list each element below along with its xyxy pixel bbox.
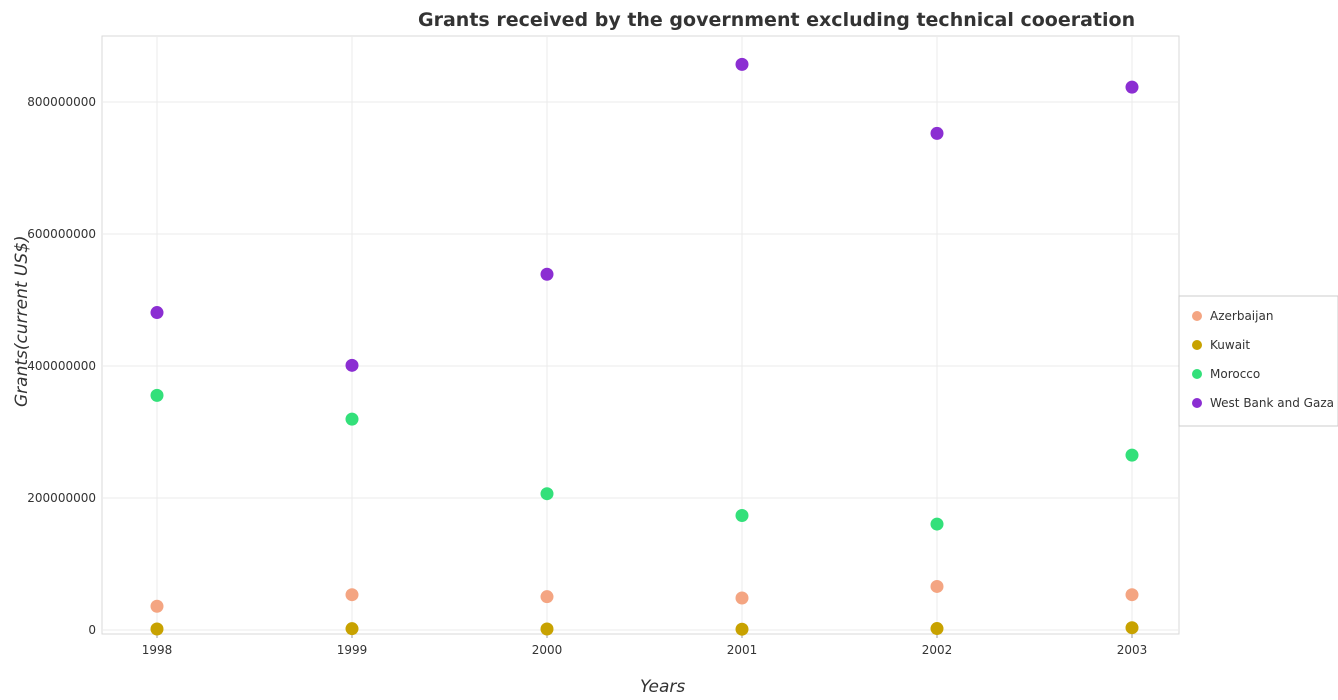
y-tick-label: 600000000 <box>27 227 96 241</box>
y-tick-label: 400000000 <box>27 359 96 373</box>
west-bank-and-gaza-point <box>150 306 164 320</box>
morocco-point <box>150 388 164 402</box>
legend-marker-west-bank-and-gaza <box>1192 398 1202 408</box>
azerbaijan-point <box>540 590 554 604</box>
azerbaijan-point <box>150 599 164 613</box>
legend-box <box>1178 295 1338 427</box>
x-tick-label: 1998 <box>142 643 173 657</box>
kuwait-point <box>1125 621 1139 635</box>
legend-label-azerbaijan: Azerbaijan <box>1210 309 1273 323</box>
azerbaijan-point <box>735 591 749 605</box>
y-axis-title: Grants(current US$) <box>12 235 32 407</box>
x-tick-label: 2003 <box>1117 643 1148 657</box>
y-axis: 0 200000000 400000000 600000000 800000000 <box>27 95 96 637</box>
x-axis-title: Years <box>640 677 685 697</box>
legend-label-morocco: Morocco <box>1210 367 1260 381</box>
y-tick-label: 0 <box>88 623 96 637</box>
data-points <box>150 57 1139 636</box>
azerbaijan-point <box>1125 588 1139 602</box>
kuwait-point <box>345 622 359 636</box>
x-tick-label: 2001 <box>727 643 758 657</box>
y-tick-label: 200000000 <box>27 491 96 505</box>
legend-label-kuwait: Kuwait <box>1210 338 1250 352</box>
legend-marker-morocco <box>1192 369 1202 379</box>
morocco-point <box>540 487 554 501</box>
morocco-point <box>1125 448 1139 462</box>
azerbaijan-point <box>345 588 359 602</box>
west-bank-and-gaza-point <box>735 57 749 71</box>
west-bank-and-gaza-point <box>1125 80 1139 94</box>
kuwait-point <box>735 622 749 636</box>
x-tick-label: 1999 <box>337 643 368 657</box>
morocco-point <box>930 517 944 531</box>
legend-marker-azerbaijan <box>1192 311 1202 321</box>
west-bank-and-gaza-point <box>345 358 359 372</box>
y-tick-label: 800000000 <box>27 95 96 109</box>
west-bank-and-gaza-point <box>930 126 944 140</box>
kuwait-point <box>930 622 944 636</box>
legend: Azerbaijan Kuwait Morocco West Bank and Gaz… <box>1178 295 1338 427</box>
azerbaijan-point <box>930 579 944 593</box>
morocco-point <box>735 508 749 522</box>
kuwait-point <box>540 622 554 636</box>
kuwait-point <box>150 622 164 636</box>
x-tick-label: 2002 <box>922 643 953 657</box>
morocco-point <box>345 412 359 426</box>
plot-area <box>101 35 1180 635</box>
chart-title: Grants received by the government exclud… <box>418 9 1135 31</box>
legend-marker-kuwait <box>1192 340 1202 350</box>
grid-lines <box>102 36 1179 634</box>
legend-label-west-bank-and-gaza: West Bank and Gaza <box>1210 396 1334 410</box>
x-tick-label: 2000 <box>532 643 563 657</box>
west-bank-and-gaza-point <box>540 267 554 281</box>
x-axis: 1998 1999 2000 2001 2002 2003 <box>142 634 1148 657</box>
